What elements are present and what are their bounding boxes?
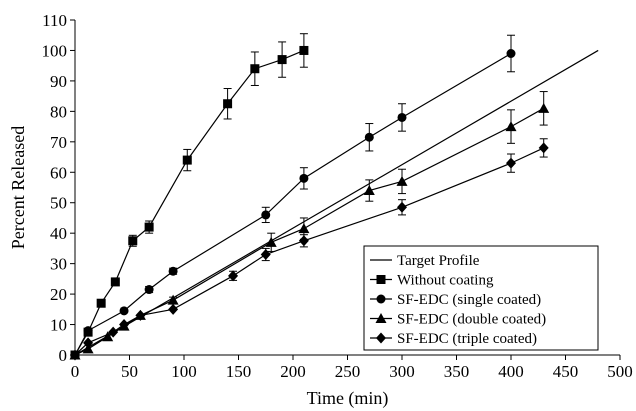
- data-point-sf-edc-single-coated: [299, 173, 309, 183]
- y-tick-label: 10: [50, 316, 67, 335]
- data-point-without-coating: [277, 55, 287, 65]
- x-tick-label: 50: [121, 362, 138, 381]
- data-point-sf-edc-triple-coated: [119, 319, 130, 331]
- data-point-sf-edc-triple-coated: [135, 309, 146, 321]
- y-tick-label: 30: [50, 255, 67, 274]
- data-point-without-coating: [128, 236, 138, 246]
- legend-label-target-profile: Target Profile: [397, 253, 480, 269]
- x-tick-label: 450: [553, 362, 579, 381]
- data-point-sf-edc-triple-coated: [168, 303, 179, 315]
- data-point-sf-edc-triple-coated: [83, 337, 94, 349]
- y-tick-label: 0: [59, 346, 68, 365]
- data-point-sf-edc-single-coated: [83, 326, 93, 336]
- data-point-sf-edc-triple-coated: [108, 326, 119, 338]
- y-tick-label: 100: [42, 41, 68, 60]
- series-line-without-coating: [74, 49, 305, 356]
- x-tick-label: 150: [226, 362, 252, 381]
- legend-marker-without-coating: [376, 275, 386, 284]
- y-tick-label: 40: [50, 224, 67, 243]
- x-tick-label: 200: [280, 362, 306, 381]
- data-point-sf-edc-double-coated: [298, 223, 310, 234]
- y-tick-label: 50: [50, 194, 67, 213]
- x-axis-title: Time (min): [307, 388, 389, 409]
- series-without-coating: [70, 33, 309, 360]
- data-point-without-coating: [299, 45, 309, 55]
- y-tick-label: 70: [50, 133, 67, 152]
- legend-label-sf-edc-single-coated: SF-EDC (single coated): [397, 292, 541, 308]
- data-point-sf-edc-double-coated: [505, 121, 517, 132]
- data-point-sf-edc-single-coated: [119, 306, 129, 316]
- data-point-sf-edc-single-coated: [168, 266, 178, 276]
- data-point-sf-edc-triple-coated: [506, 157, 516, 169]
- data-point-sf-edc-single-coated: [397, 112, 407, 122]
- axes: 0 50 100 150 200 250 300 350 400 450 500 0 10 20 30 40 5…: [42, 11, 633, 381]
- data-point-without-coating: [110, 277, 120, 287]
- x-tick-label: 350: [444, 362, 470, 381]
- legend: Target Profile Without coating SF-EDC (sin…: [363, 245, 599, 351]
- legend-label-sf-edc-double-coated: SF-EDC (double coated): [397, 312, 546, 328]
- data-point-sf-edc-single-coated: [364, 132, 374, 142]
- data-point-sf-edc-double-coated: [396, 175, 408, 186]
- x-tick-label: 0: [71, 362, 80, 381]
- x-tick-label: 400: [498, 362, 524, 381]
- series-line-target-profile: [74, 49, 599, 356]
- series-line-sf-edc-triple-coated: [74, 147, 544, 356]
- x-tick-label: 500: [607, 362, 633, 381]
- y-tick-label: 110: [42, 11, 67, 30]
- x-tick-label: 300: [389, 362, 415, 381]
- y-tick-label: 20: [50, 285, 67, 304]
- series-line-sf-edc-single-coated: [74, 52, 512, 356]
- data-point-sf-edc-single-coated: [261, 210, 271, 220]
- legend-label-sf-edc-triple-coated: SF-EDC (triple coated): [397, 331, 537, 347]
- x-tick-label: 100: [171, 362, 197, 381]
- y-axis-title: Percent Released: [8, 126, 28, 249]
- legend-marker-sf-edc-double-coated: [375, 313, 387, 323]
- series-target-profile: [74, 49, 599, 356]
- legend-label-without-coating: Without coating: [397, 273, 494, 289]
- legend-marker-sf-edc-triple-coated: [376, 332, 386, 344]
- data-point-sf-edc-triple-coated: [298, 235, 309, 247]
- data-point-sf-edc-triple-coated: [228, 270, 239, 282]
- data-point-sf-edc-single-coated: [144, 285, 154, 295]
- data-point-sf-edc-double-coated: [167, 294, 179, 305]
- series-sf-edc-single-coated: [70, 34, 516, 360]
- data-point-sf-edc-double-coated: [82, 343, 94, 354]
- plot-area: [69, 33, 599, 361]
- data-point-without-coating: [182, 155, 192, 165]
- y-tick-label: 60: [50, 163, 67, 182]
- legend-marker-sf-edc-single-coated: [376, 294, 386, 304]
- data-point-without-coating: [223, 99, 233, 109]
- data-point-sf-edc-double-coated: [538, 102, 550, 113]
- data-point-without-coating: [144, 222, 154, 232]
- legend-box: [363, 245, 599, 351]
- data-point-sf-edc-triple-coated: [397, 201, 407, 213]
- data-point-without-coating: [250, 64, 260, 74]
- data-point-sf-edc-triple-coated: [260, 249, 271, 260]
- data-point-without-coating: [96, 298, 106, 308]
- series-sf-edc-triple-coated: [70, 138, 549, 361]
- y-tick-label: 90: [50, 72, 67, 91]
- data-point-sf-edc-single-coated: [506, 49, 516, 58]
- data-point-sf-edc-double-coated: [102, 331, 114, 342]
- data-point-sf-edc-triple-coated: [538, 142, 549, 154]
- data-point-sf-edc-double-coated: [363, 185, 375, 196]
- y-tick-label: 80: [50, 102, 67, 121]
- x-tick-label: 250: [335, 362, 361, 381]
- data-point-sf-edc-double-coated: [265, 236, 277, 247]
